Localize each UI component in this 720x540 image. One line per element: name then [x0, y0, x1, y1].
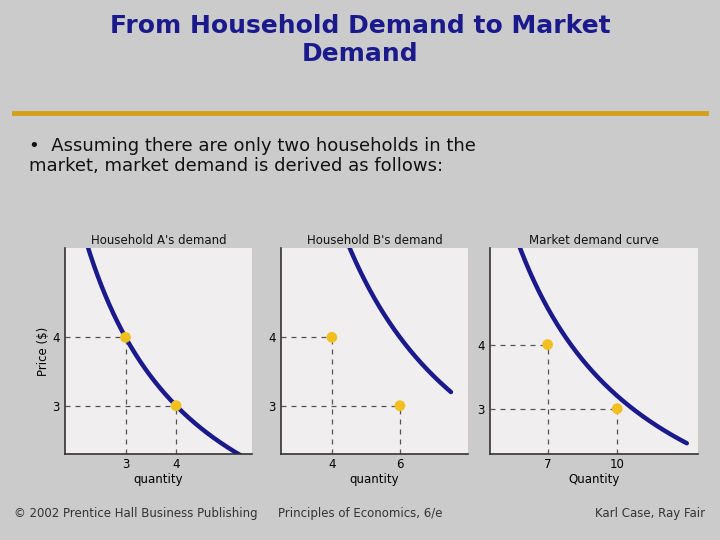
Title: Household B's demand: Household B's demand — [307, 234, 442, 247]
Point — [394, 401, 405, 410]
Point — [611, 404, 623, 413]
Point — [542, 340, 554, 349]
Point — [120, 333, 131, 342]
Point — [171, 401, 182, 410]
X-axis label: quantity: quantity — [134, 473, 183, 486]
Title: Market demand curve: Market demand curve — [529, 234, 659, 247]
Text: Principles of Economics, 6/e: Principles of Economics, 6/e — [278, 507, 442, 519]
X-axis label: quantity: quantity — [350, 473, 399, 486]
X-axis label: Quantity: Quantity — [568, 473, 620, 486]
Text: Karl Case, Ray Fair: Karl Case, Ray Fair — [595, 507, 706, 519]
Text: © 2002 Prentice Hall Business Publishing: © 2002 Prentice Hall Business Publishing — [14, 507, 258, 519]
Text: From Household Demand to Market
Demand: From Household Demand to Market Demand — [109, 14, 611, 66]
Y-axis label: Price ($): Price ($) — [37, 326, 50, 376]
Title: Household A's demand: Household A's demand — [91, 234, 226, 247]
Point — [326, 333, 338, 342]
Text: •  Assuming there are only two households in the
market, market demand is derive: • Assuming there are only two households… — [29, 137, 476, 176]
